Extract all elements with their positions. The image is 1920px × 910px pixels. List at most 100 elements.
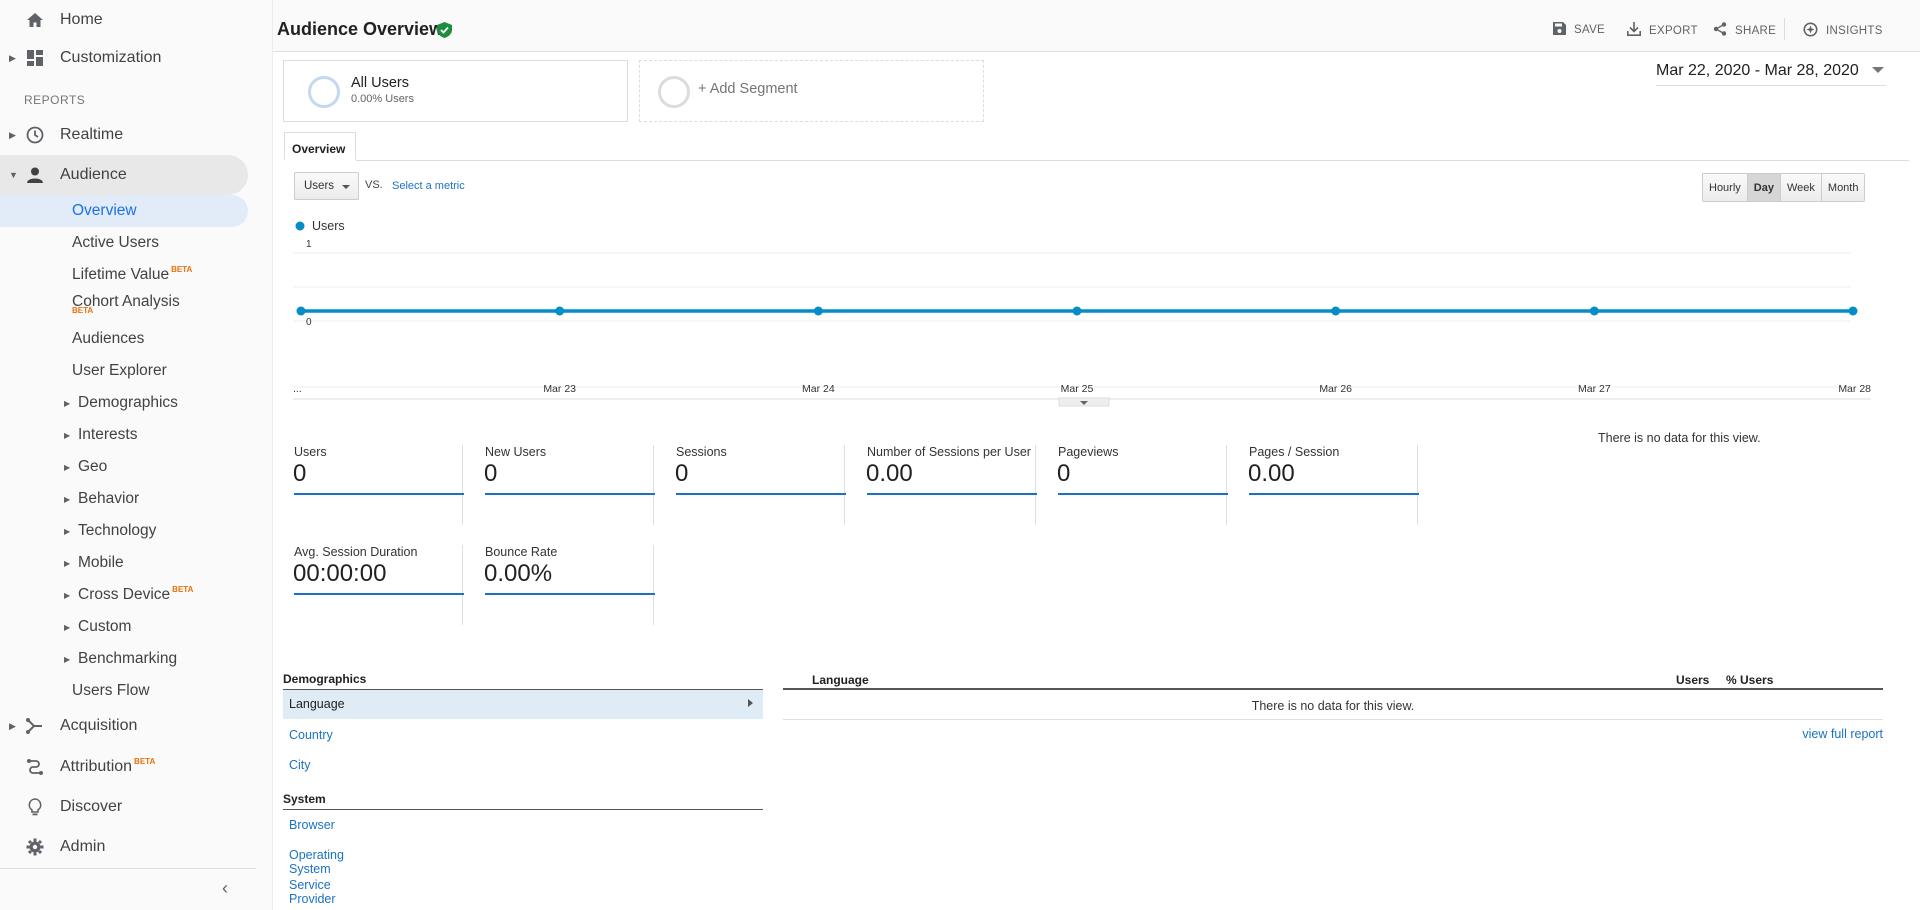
nav-lifetime-value-label: Lifetime Value BETA [72, 265, 192, 284]
expand-arrow-icon: ▶ [64, 462, 71, 472]
chevron-right-icon [748, 699, 753, 707]
beta-badge: BETA [72, 306, 94, 315]
metric-value: 0.00% [484, 560, 553, 587]
nav-user-explorer[interactable]: User Explorer [0, 355, 248, 387]
nav-interests-label: Interests [78, 426, 138, 443]
download-icon [1627, 22, 1641, 39]
column-header-pct-users[interactable]: % Users [1726, 673, 1774, 687]
home-icon [25, 10, 45, 30]
data-point [296, 306, 306, 316]
dimension-city[interactable]: City [289, 758, 311, 772]
data-point [1848, 306, 1858, 316]
nav-lifetime-value[interactable]: Lifetime Value BETA [0, 259, 248, 291]
segment-all-users[interactable]: All Users 0.00% Users [283, 60, 628, 122]
metric-sparkline [294, 593, 464, 595]
tab-overview[interactable]: Overview [284, 132, 356, 161]
nav-demographics[interactable]: ▶ Demographics [0, 387, 248, 419]
dimension-browser[interactable]: Browser [289, 818, 335, 832]
language-table-header: Language Users % Users [783, 665, 1883, 690]
metric-label: Bounce Rate [485, 545, 558, 559]
nav-users-flow[interactable]: Users Flow [0, 675, 248, 707]
share-label: SHARE [1735, 24, 1777, 37]
metric-select[interactable]: Users [294, 172, 359, 200]
attribution-icon [25, 757, 45, 777]
nav-benchmarking[interactable]: ▶ Benchmarking [0, 643, 248, 675]
verified-shield-icon [437, 22, 452, 43]
metric-tile: Users 0 [273, 445, 464, 525]
metric-label: Users [294, 445, 327, 459]
attribution-text: Attribution [60, 758, 133, 775]
save-label: SAVE [1574, 24, 1606, 36]
insights-button[interactable]: INSIGHTS [1803, 22, 1883, 40]
nav-audiences[interactable]: Audiences [0, 323, 248, 355]
report-header: Audience Overview SAVE EXPORT SHARE INSI… [273, 0, 1920, 52]
data-point [1589, 306, 1599, 316]
nav-behavior[interactable]: ▶ Behavior [0, 483, 248, 515]
nav-cross-device[interactable]: ▶ Cross Device BETA [0, 579, 248, 611]
share-icon [1713, 22, 1727, 39]
nav-admin[interactable]: Admin [0, 827, 248, 867]
nav-demographics-label: Demographics [78, 394, 178, 411]
select-metric-link[interactable]: Select a metric [392, 180, 465, 192]
dimension-operating-system[interactable]: Operating System [289, 848, 344, 876]
nav-active-users[interactable]: Active Users [0, 227, 248, 259]
nav-geo[interactable]: ▶ Geo [0, 451, 248, 483]
x-tick-label: Mar 24 [802, 383, 835, 395]
granularity-month-button[interactable]: Month [1821, 174, 1865, 201]
nav-discover[interactable]: Discover [0, 787, 248, 827]
metric-sparkline [867, 493, 1037, 495]
x-tick-label: Mar 28 [1838, 383, 1871, 395]
share-button[interactable]: SHARE [1713, 22, 1776, 39]
nav-mobile[interactable]: ▶ Mobile [0, 547, 248, 579]
nav-attribution[interactable]: Attribution BETA [0, 747, 248, 787]
metric-value: 0 [675, 460, 689, 487]
nav-custom[interactable]: ▶ Custom [0, 611, 248, 643]
x-tick-label: Mar 25 [1061, 383, 1094, 395]
add-segment-button[interactable]: + Add Segment [639, 60, 984, 122]
segment-name: All Users [351, 75, 410, 91]
nav-realtime[interactable]: ▶ Realtime [0, 115, 248, 155]
column-header-users[interactable]: Users [1676, 673, 1710, 687]
data-point [555, 306, 565, 316]
segment-circle-icon [308, 76, 340, 108]
granularity-week-button[interactable]: Week [1780, 174, 1822, 201]
tab-divider [284, 160, 1909, 161]
x-tick-label: ... [293, 383, 302, 395]
metric-tile: Sessions 0 [655, 445, 846, 525]
nav-home[interactable]: Home [0, 0, 248, 40]
page-title: Audience Overview [277, 19, 444, 39]
dimension-language[interactable]: Language [283, 690, 763, 719]
dimension-country[interactable]: Country [289, 728, 333, 742]
nav-acquisition[interactable]: ▶ Acquisition [0, 706, 248, 746]
view-full-report-link[interactable]: view full report [1802, 727, 1883, 741]
nav-customization[interactable]: ▶ Customization [0, 38, 248, 78]
nav-admin-label: Admin [60, 838, 106, 855]
save-button[interactable]: SAVE [1553, 22, 1605, 38]
nav-technology[interactable]: ▶ Technology [0, 515, 248, 547]
granularity-day-button[interactable]: Day [1747, 174, 1781, 201]
header-separator [1784, 18, 1785, 40]
expand-arrow-icon: ▶ [64, 430, 71, 440]
nav-users-flow-label: Users Flow [72, 682, 150, 699]
metric-label: Pageviews [1058, 445, 1119, 459]
expand-arrow-icon: ▶ [9, 720, 16, 731]
add-segment-label: + Add Segment [698, 81, 798, 97]
metric-sparkline [485, 493, 655, 495]
x-tick-label: Mar 23 [543, 383, 576, 395]
segment-percent: 0.00% Users [351, 93, 414, 105]
granularity-hourly-button[interactable]: Hourly [1703, 174, 1748, 201]
nav-interests[interactable]: ▶ Interests [0, 419, 248, 451]
legend-label: Users [312, 219, 345, 233]
dimension-service-provider[interactable]: Service Provider [289, 878, 336, 906]
clock-icon [25, 125, 45, 145]
date-range-picker[interactable]: Mar 22, 2020 - Mar 28, 2020 [1656, 62, 1886, 86]
nav-overview[interactable]: Overview [0, 195, 248, 227]
nav-cohort-analysis[interactable]: Cohort Analysis BETA [0, 287, 248, 321]
nav-mobile-label: Mobile [78, 554, 124, 571]
metric-label: Sessions [676, 445, 727, 459]
nav-audience[interactable]: ▼ Audience [0, 155, 248, 195]
metric-tile: Number of Sessions per User 0.00 [846, 445, 1037, 525]
collapse-sidebar-button[interactable]: ‹ [222, 878, 228, 899]
export-button[interactable]: EXPORT [1627, 22, 1698, 39]
vs-label: VS. [365, 179, 383, 191]
